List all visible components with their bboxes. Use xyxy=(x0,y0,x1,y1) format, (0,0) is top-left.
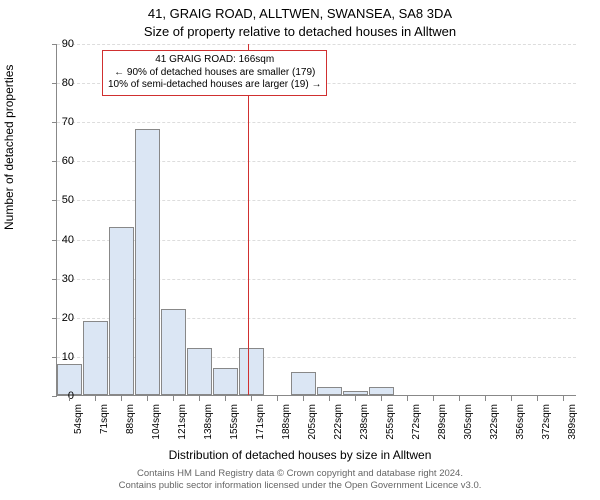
y-tick-label: 40 xyxy=(44,234,74,246)
annotation-line: ← 90% of detached houses are smaller (17… xyxy=(108,67,321,80)
y-tick-label: 10 xyxy=(44,351,74,363)
histogram-bar xyxy=(369,387,394,395)
footer-line2: Contains public sector information licen… xyxy=(119,480,482,491)
y-tick-label: 30 xyxy=(44,273,74,285)
histogram-bar xyxy=(135,129,160,395)
x-tick-label: 71sqm xyxy=(99,404,110,454)
x-tick-label: 272sqm xyxy=(411,404,422,454)
x-tick-label: 222sqm xyxy=(333,404,344,454)
histogram-plot: 41 GRAIG ROAD: 166sqm← 90% of detached h… xyxy=(56,44,576,396)
page-subtitle: Size of property relative to detached ho… xyxy=(0,24,600,39)
x-tick-label: 238sqm xyxy=(359,404,370,454)
y-tick-label: 70 xyxy=(44,116,74,128)
histogram-bar xyxy=(343,391,368,395)
x-tick-label: 322sqm xyxy=(489,404,500,454)
x-axis-label: Distribution of detached houses by size … xyxy=(0,448,600,462)
y-tick-label: 80 xyxy=(44,77,74,89)
y-axis-label: Number of detached properties xyxy=(2,65,16,230)
annotation-box: 41 GRAIG ROAD: 166sqm← 90% of detached h… xyxy=(102,50,327,96)
page-title-address: 41, GRAIG ROAD, ALLTWEN, SWANSEA, SA8 3D… xyxy=(0,6,600,21)
x-tick-label: 88sqm xyxy=(125,404,136,454)
histogram-bar xyxy=(83,321,108,395)
histogram-bar xyxy=(109,227,134,395)
histogram-bar xyxy=(161,309,186,395)
gridline xyxy=(57,44,576,45)
x-tick-label: 205sqm xyxy=(307,404,318,454)
x-tick-label: 121sqm xyxy=(177,404,188,454)
annotation-line: 41 GRAIG ROAD: 166sqm xyxy=(108,54,321,67)
x-tick-label: 54sqm xyxy=(73,404,84,454)
x-tick-label: 171sqm xyxy=(255,404,266,454)
histogram-bar xyxy=(291,372,316,395)
x-tick-label: 372sqm xyxy=(541,404,552,454)
x-tick-label: 155sqm xyxy=(229,404,240,454)
x-tick-label: 389sqm xyxy=(567,404,578,454)
x-tick-label: 255sqm xyxy=(385,404,396,454)
x-tick-label: 356sqm xyxy=(515,404,526,454)
x-tick-label: 188sqm xyxy=(281,404,292,454)
y-tick-label: 50 xyxy=(44,194,74,206)
y-tick-label: 90 xyxy=(44,38,74,50)
reference-line xyxy=(248,44,249,395)
x-tick-label: 104sqm xyxy=(151,404,162,454)
histogram-bar xyxy=(317,387,342,395)
x-tick-label: 305sqm xyxy=(463,404,474,454)
y-tick-label: 20 xyxy=(44,312,74,324)
histogram-bar xyxy=(187,348,212,395)
gridline xyxy=(57,122,576,123)
histogram-bar xyxy=(213,368,238,395)
y-tick-label: 60 xyxy=(44,155,74,167)
footer-attribution: Contains HM Land Registry data © Crown c… xyxy=(0,468,600,492)
footer-line1: Contains HM Land Registry data © Crown c… xyxy=(137,468,463,479)
x-tick-label: 289sqm xyxy=(437,404,448,454)
annotation-line: 10% of semi-detached houses are larger (… xyxy=(108,79,321,92)
histogram-bar xyxy=(239,348,264,395)
x-tick-label: 138sqm xyxy=(203,404,214,454)
